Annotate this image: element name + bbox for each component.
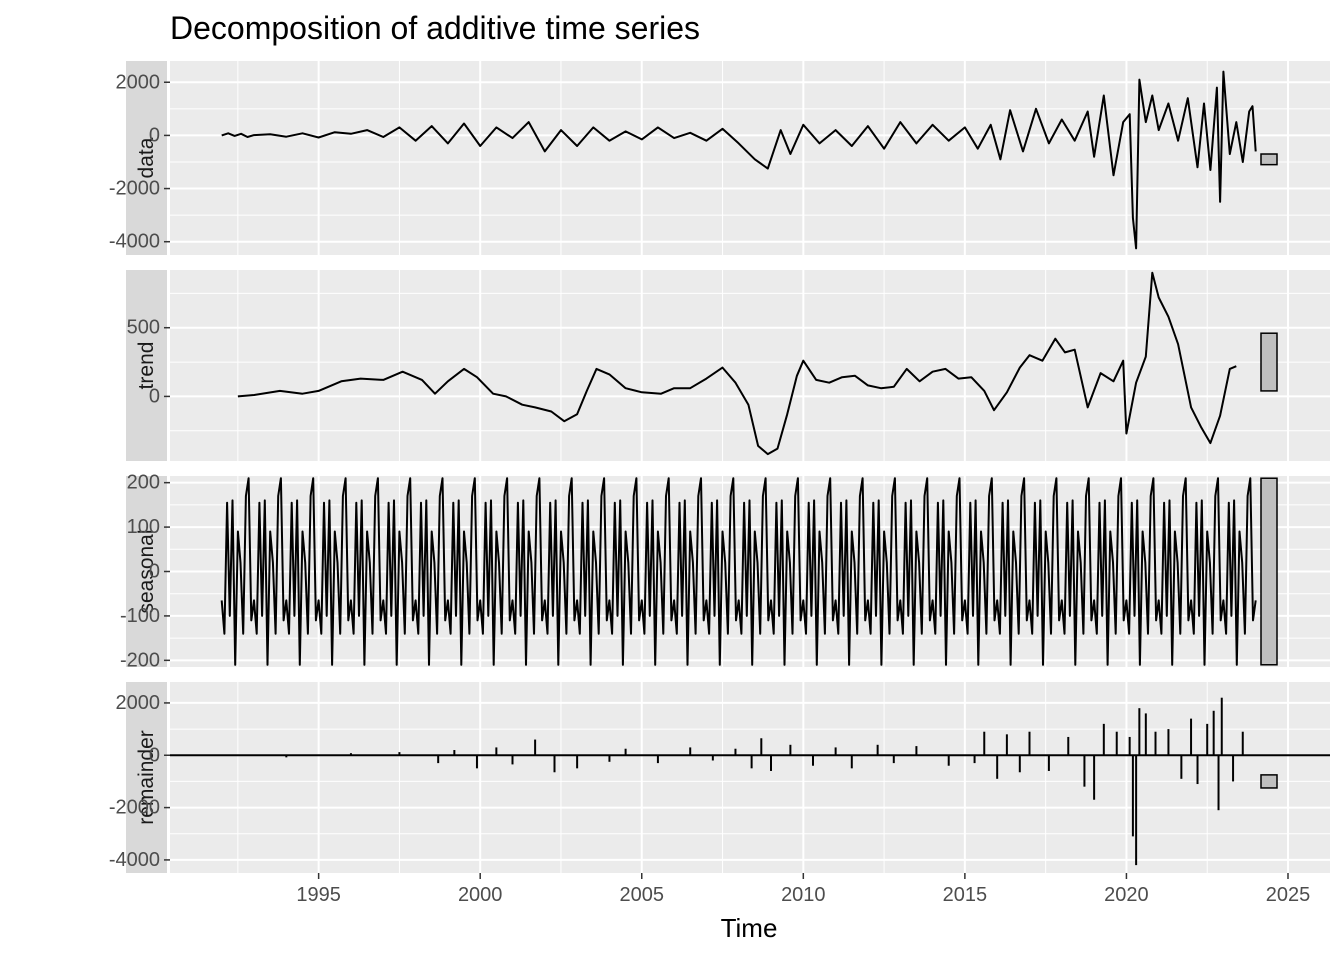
x-axis-title: Time — [721, 913, 778, 943]
range-bar — [1260, 153, 1278, 166]
y-tick-label: 0 — [149, 385, 160, 407]
y-tick-label: 500 — [127, 317, 160, 339]
y-tick-label: -2000 — [109, 178, 160, 200]
series-line-data — [221, 70, 1257, 250]
series-line-trend — [237, 271, 1237, 456]
strip-label-seasonal: seasonal — [135, 529, 158, 613]
panels-layer: data20000-2000-4000trend5000seasonal2001… — [109, 61, 1330, 873]
range-bar — [1260, 477, 1278, 666]
x-tick-label: 2005 — [620, 884, 665, 906]
x-tick-label: 2010 — [781, 884, 826, 906]
y-tick-label: 0 — [149, 124, 160, 146]
series-line-seasonal — [220, 477, 1257, 666]
x-tick-label: 2015 — [943, 884, 988, 906]
x-tick-label: 2020 — [1104, 884, 1149, 906]
strip-label-remainder: remainder — [135, 730, 158, 825]
y-tick-label: 2000 — [116, 71, 161, 93]
panel-remainder: remainder 2000 0 -2000 -4000 — [109, 682, 1330, 873]
strip-label-data: data — [135, 137, 158, 178]
panel-data: data 2000 0 -2000 -4000 — [109, 61, 1330, 255]
panel-background — [170, 270, 1330, 461]
x-axis: 1995 2000 2005 2010 2015 2020 2025 — [296, 873, 1310, 906]
x-tick-label: 1995 — [296, 884, 341, 906]
range-bar — [1260, 774, 1278, 789]
y-tick-label: -2000 — [109, 797, 160, 819]
strip-label-trend: trend — [135, 342, 158, 390]
strip-trend — [126, 270, 167, 461]
strip-data — [126, 61, 167, 255]
panel-seasonal: seasonal 200 100 0 -100 -200 — [120, 472, 1330, 671]
range-bar — [1260, 332, 1278, 392]
y-tick-label: -200 — [120, 649, 160, 671]
panel-background — [170, 682, 1330, 873]
x-tick-label: 2000 — [458, 884, 503, 906]
strip-remainder — [126, 682, 167, 873]
x-tick-label: 2025 — [1266, 884, 1311, 906]
y-tick-label: -4000 — [109, 231, 160, 253]
y-tick-label: 0 — [149, 744, 160, 766]
chart-title: Decomposition of additive time series — [170, 10, 700, 46]
y-tick-label: 100 — [127, 516, 160, 538]
y-tick-label: 200 — [127, 472, 160, 494]
y-tick-label: 2000 — [116, 692, 161, 714]
panel-trend: trend 500 0 — [126, 270, 1330, 461]
y-tick-label: 0 — [149, 561, 160, 583]
panel-background — [170, 61, 1330, 255]
y-tick-label: -100 — [120, 605, 160, 627]
strip-seasonal — [126, 476, 167, 667]
y-tick-label: -4000 — [109, 849, 160, 871]
